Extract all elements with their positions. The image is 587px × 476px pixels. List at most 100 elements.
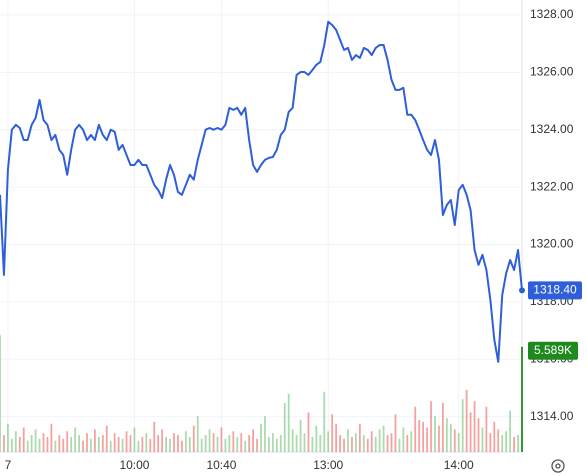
volume-bar bbox=[291, 429, 294, 452]
volume-bar bbox=[86, 433, 88, 452]
volume-bar bbox=[256, 438, 258, 452]
settings-gear[interactable] bbox=[551, 459, 565, 473]
x-tick-label: 13:00 bbox=[313, 458, 343, 472]
volume-bar bbox=[351, 436, 353, 452]
volume-bar bbox=[457, 433, 460, 452]
volume-bar bbox=[370, 431, 373, 452]
volume-bar bbox=[137, 440, 140, 452]
volume-bar bbox=[406, 435, 409, 452]
volume-bar bbox=[121, 438, 124, 452]
volume-bar bbox=[473, 401, 476, 452]
volume-bar bbox=[216, 436, 219, 452]
volume-bar bbox=[283, 403, 286, 452]
price-badge-label: 1318.40 bbox=[533, 283, 577, 297]
volume-bar bbox=[426, 427, 428, 452]
volume-bar bbox=[449, 423, 452, 452]
volume-bar bbox=[465, 389, 468, 452]
volume-bar bbox=[434, 416, 436, 452]
volume-bar bbox=[430, 401, 432, 452]
volume-bar bbox=[208, 429, 211, 452]
volume-bar bbox=[181, 440, 183, 452]
volume-bar bbox=[188, 436, 191, 452]
volume-bar bbox=[489, 433, 492, 452]
volume-bar bbox=[228, 435, 231, 452]
volume-bar bbox=[22, 427, 25, 452]
x-tick-label: 14:00 bbox=[444, 458, 474, 472]
volume-bar bbox=[50, 423, 53, 452]
volume-bar bbox=[192, 425, 195, 452]
volume-bar bbox=[378, 429, 381, 452]
volume-bar bbox=[184, 431, 187, 452]
volume-bar bbox=[82, 440, 84, 452]
x-tick-label: 10:00 bbox=[119, 458, 149, 472]
volume-bar bbox=[366, 438, 369, 452]
volume-bar bbox=[311, 436, 314, 452]
volume-bar bbox=[10, 438, 13, 452]
grid bbox=[0, 0, 522, 452]
volume-bar bbox=[66, 431, 69, 452]
volume-bar bbox=[34, 429, 37, 452]
volume-bar bbox=[323, 391, 326, 452]
volume-bar bbox=[319, 435, 322, 452]
volume-bar bbox=[521, 346, 523, 452]
volume-bar bbox=[244, 440, 247, 452]
volume-bar bbox=[97, 436, 100, 452]
price-line bbox=[0, 20, 523, 363]
volume-bar bbox=[442, 403, 444, 452]
volume-bar bbox=[438, 425, 440, 452]
volume-bar bbox=[394, 414, 397, 452]
volume-bar bbox=[295, 435, 298, 452]
volume-bar bbox=[109, 440, 112, 452]
volume-bar bbox=[374, 436, 377, 452]
volume-bar bbox=[90, 438, 92, 452]
volume-bar bbox=[382, 425, 385, 452]
volume-bar bbox=[113, 433, 116, 452]
volume-bar bbox=[3, 435, 5, 452]
volume-badge-label: 5.589K bbox=[534, 343, 572, 357]
volume-bar bbox=[513, 436, 515, 452]
volume-bar bbox=[422, 421, 425, 452]
volume-bar bbox=[224, 438, 227, 452]
volume-bar bbox=[169, 438, 171, 452]
volume-bar bbox=[18, 436, 21, 452]
volume-bar bbox=[505, 431, 508, 452]
volume-bar bbox=[125, 431, 128, 452]
volume-bar bbox=[418, 419, 421, 452]
volume-bar bbox=[386, 435, 389, 452]
volume-bar bbox=[161, 429, 164, 452]
volume-bar bbox=[453, 429, 456, 452]
volume-bar bbox=[402, 427, 405, 452]
volume-bar bbox=[165, 436, 167, 452]
y-tick-label: 1328.00 bbox=[530, 7, 574, 21]
y-tick-label: 1324.00 bbox=[530, 122, 574, 136]
volume-bar bbox=[177, 435, 179, 452]
volume-bar bbox=[347, 429, 349, 452]
volume-bar bbox=[117, 436, 120, 452]
volume-bar bbox=[70, 436, 73, 452]
volume-bar bbox=[299, 419, 302, 452]
volume-bar bbox=[173, 433, 175, 452]
volume-bar bbox=[46, 436, 49, 452]
volume-bar bbox=[30, 435, 33, 452]
volume-bar bbox=[220, 427, 223, 452]
settings-gear-center[interactable] bbox=[555, 463, 561, 469]
volume-bar bbox=[477, 418, 480, 452]
volume-bar bbox=[335, 423, 338, 452]
volume-bar bbox=[0, 335, 1, 452]
volume-bar bbox=[149, 438, 152, 452]
volume-bar bbox=[232, 431, 235, 452]
y-tick-label: 1314.00 bbox=[530, 409, 574, 423]
volume-bar bbox=[390, 433, 393, 452]
volume-bar bbox=[133, 427, 136, 452]
settings-icon[interactable] bbox=[551, 459, 565, 473]
volume-bar bbox=[327, 431, 330, 452]
volume-bar bbox=[355, 433, 357, 452]
volume-bar bbox=[287, 393, 290, 452]
volume-bar bbox=[129, 435, 132, 452]
volume-bar bbox=[58, 435, 61, 452]
volume-bar bbox=[141, 436, 144, 452]
volume-bar bbox=[196, 416, 199, 452]
volume-bar bbox=[200, 438, 203, 452]
